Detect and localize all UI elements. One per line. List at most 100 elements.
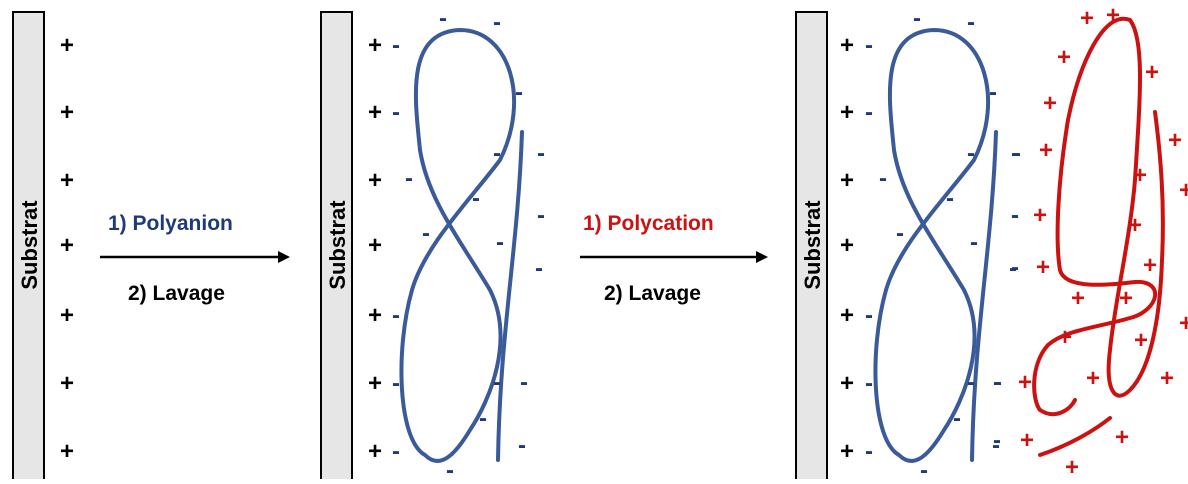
polyanion-charge-minus: - [913, 5, 921, 32]
polycation-charge-plus: + [1168, 127, 1182, 154]
polycation-charge-plus: + [1086, 365, 1100, 392]
polycation-charge-plus: + [1106, 2, 1120, 29]
polyanion-charge-minus: - [865, 302, 873, 329]
polyanion-charge-minus: - [392, 99, 400, 126]
substrate-bar [795, 11, 828, 484]
polycation-charge-plus: + [1134, 327, 1148, 354]
polyanion-charge-minus: - [422, 220, 430, 247]
surface-charge-plus: + [60, 99, 74, 126]
polyanion-charge-minus: - [953, 405, 961, 432]
surface-charge-plus: + [368, 32, 382, 59]
polyanion-charge-minus: - [537, 140, 545, 167]
polyanion-chain [496, 130, 524, 462]
substrate-bar [320, 11, 353, 484]
polyanion-chain [399, 27, 516, 463]
surface-charge-plus: + [368, 302, 382, 329]
polycation-chain [1032, 16, 1157, 417]
surface-charge-plus: + [368, 438, 382, 465]
substrate-bar [12, 11, 45, 484]
polyanion-charge-minus: - [967, 9, 975, 36]
polycation-charge-plus: + [1058, 324, 1072, 351]
polyanion-charge-minus: - [879, 165, 887, 192]
step1-rinse-label: 2) Lavage [128, 282, 225, 305]
polyanion-charge-minus: - [896, 220, 904, 247]
polycation-charge-plus: + [1133, 162, 1147, 189]
polyanion-charge-minus: - [1013, 140, 1021, 167]
polyanion-charge-minus: - [493, 369, 501, 396]
polyanion-charge-minus: - [472, 185, 480, 212]
polycation-charge-plus: + [1143, 252, 1157, 279]
surface-charge-plus: + [840, 232, 854, 259]
polycation-charge-plus: + [1128, 212, 1142, 239]
arrow-head [756, 251, 768, 263]
polyanion-charge-minus: - [392, 438, 400, 465]
polyanion-charge-minus: - [496, 229, 504, 256]
surface-charge-plus: + [840, 32, 854, 59]
polyanion-charge-minus: - [515, 79, 523, 106]
polyanion-charge-minus: - [535, 255, 543, 282]
polyanion-charge-minus: - [392, 302, 400, 329]
polyanion-charge-minus: - [946, 185, 954, 212]
polyanion-chain-group [873, 27, 998, 463]
polyanion-charge-minus: - [518, 432, 526, 459]
polyanion-charge-minus: - [994, 369, 1002, 396]
polyanion-charge-minus: - [446, 457, 454, 479]
polycation-chain [1038, 416, 1112, 457]
polyanion-charge-minus: - [520, 369, 528, 396]
polyanion-charge-minus: - [405, 165, 413, 192]
polyanion-charge-minus: - [1011, 202, 1019, 229]
polyanion-charge-minus: - [1011, 140, 1019, 167]
panel-bare-substrate: Substrat + + + + + + + [12, 11, 74, 484]
polycation-charge-plus: + [1043, 90, 1057, 117]
surface-charge-plus: + [840, 302, 854, 329]
polycation-charge-plus: + [1179, 310, 1188, 337]
surface-charge-plus: + [368, 232, 382, 259]
polyanion-charge-minus: - [992, 432, 1000, 459]
step1-arrow [100, 251, 290, 263]
polyanion-charge-minus: - [479, 405, 487, 432]
polyanion-charge-minus: - [865, 32, 873, 59]
polyanion-charge-minus: - [993, 369, 1001, 396]
polyanion-charge-minus: - [865, 438, 873, 465]
surface-charge-plus: + [60, 232, 74, 259]
polyanion-charge-minus: - [537, 202, 545, 229]
polycation-charge-plus: + [1115, 424, 1129, 451]
step2-arrow [580, 251, 768, 263]
polycation-charge-plus: + [1071, 285, 1085, 312]
surface-charge-plus: + [368, 99, 382, 126]
surface-charge-plus: + [368, 167, 382, 194]
polyanion-chain [970, 130, 998, 462]
polyanion-charge-minus: - [920, 457, 928, 479]
polyanion-charge-minus: - [967, 369, 975, 396]
polyanion-charge-minus: - [1009, 255, 1017, 282]
polycation-charge-plus: + [1179, 177, 1188, 204]
substrate-label: Substrat [17, 200, 42, 290]
polyanion-charge-minus: - [865, 370, 873, 397]
polycation-charge-plus: + [1036, 254, 1050, 281]
surface-charge-plus: + [840, 167, 854, 194]
step1-polyanion-label: 1) Polyanion [108, 212, 233, 235]
surface-charge-plus: + [840, 99, 854, 126]
substrate-label: Substrat [800, 200, 825, 290]
surface-charge-plus: + [60, 438, 74, 465]
surface-charge-plus: + [368, 370, 382, 397]
arrow-head [278, 251, 290, 263]
polyanion-charge-minus: - [967, 140, 975, 167]
polyanion-charge-minus: - [493, 140, 501, 167]
surface-charge-plus: + [840, 370, 854, 397]
polycation-charge-plus: + [1065, 454, 1079, 479]
polyanion-chain [873, 27, 990, 463]
polycation-charge-plus: + [1033, 202, 1047, 229]
polyanion-charge-minus: - [989, 79, 997, 106]
polyanion-charge-minus: - [493, 9, 501, 36]
polycation-charge-plus: + [1080, 5, 1094, 32]
surface-charge-plus: + [60, 32, 74, 59]
panel-polycation-layer: Substrat+++++++------ --- ----- -------+ +++… [795, 2, 1188, 484]
polyanion-charge-minus: - [392, 370, 400, 397]
polycation-charge-plus: + [1057, 44, 1071, 71]
substrate-label: Substrat [325, 200, 350, 290]
polycation-charge-plus: + [1020, 427, 1034, 454]
polyanion-charge-minus: - [392, 32, 400, 59]
